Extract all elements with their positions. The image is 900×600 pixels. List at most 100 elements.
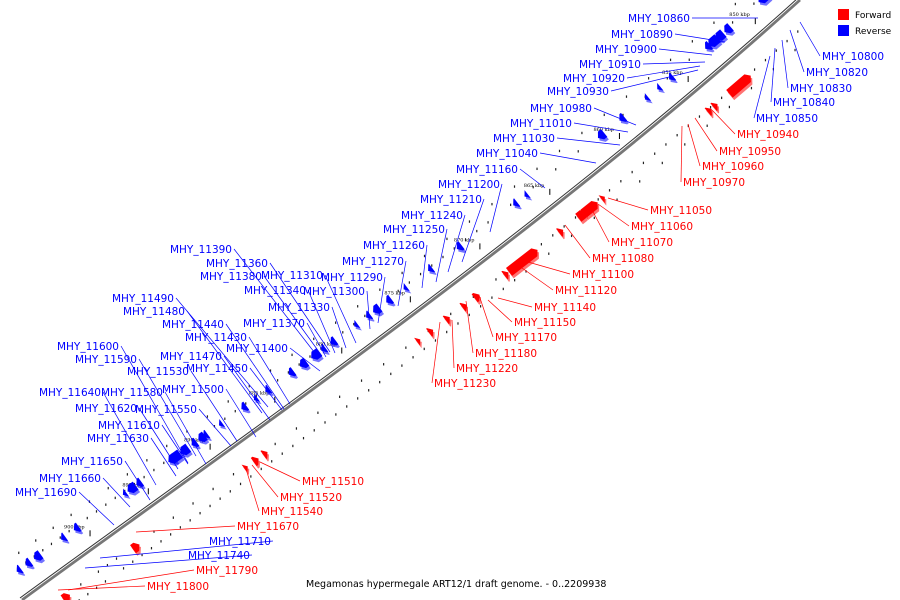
gene-dot [114,496,116,500]
gene-label: MHY_11210 [420,194,482,206]
legend-forward-label: Forward [855,11,891,21]
gene-label: MHY_10950 [719,146,781,158]
gene-dot [734,2,736,6]
gene-dot [603,113,605,117]
gene-dot [87,592,89,596]
reverse-gene-feature [122,488,130,497]
gene-dot [431,264,433,267]
gene-dot [676,133,678,137]
label-leader-line [642,61,706,65]
gene-dot [639,180,641,183]
legend-forward-swatch [838,9,849,20]
gene-dot [189,519,191,522]
gene-dot [271,460,273,463]
gene-dot [50,542,53,546]
gene-label: MHY_11250 [383,224,445,236]
gene-dot [292,444,294,448]
gene-dot [408,281,410,284]
gene-dot [277,379,279,382]
forward-gene-feature [60,593,70,600]
gene-dot [255,394,257,398]
gene-dot [581,131,583,135]
gene-label: MHY_10860 [628,13,690,25]
label-leader-line [84,554,253,569]
gene-dot [684,143,686,146]
gene-dot [199,511,201,515]
gene-dot [269,369,272,372]
gene-label: MHY_10940 [737,129,799,141]
gene-label: MHY_11600 [57,341,119,353]
gene-dot [390,372,392,376]
label-leader-line [307,289,336,354]
reverse-gene-feature [524,190,531,198]
gene-dot [625,95,628,98]
axis-tick-label: 885 kbp [249,391,270,397]
label-leader-line [564,224,591,259]
gene-dot [35,539,37,542]
gene-label: MHY_10830 [790,83,852,95]
gene-dot [192,502,194,505]
forward-gene-feature [414,337,421,346]
label-leader-line [680,125,683,183]
gene-label: MHY_11640 [39,387,101,399]
gene-dot [642,161,645,165]
gene-dot [552,234,554,237]
gene-label: MHY_11050 [650,205,712,217]
label-leader-line [626,65,701,79]
gene-dot [577,150,579,153]
gene-label: MHY_11200 [438,179,500,191]
reverse-gene-feature [403,282,410,291]
gene-dot [379,288,381,291]
label-leader-line [249,367,283,411]
gene-label: MHY_11070 [611,237,673,249]
gene-dot [706,124,708,127]
label-leader-line [306,322,327,358]
gene-dot [224,417,226,420]
gene-dot [313,337,315,341]
gene-label: MHY_11370 [243,318,305,330]
gene-dot [146,459,148,462]
legend: Forward Reverse [838,9,892,37]
gene-dot [302,436,305,440]
gene-label: MHY_11170 [495,332,557,344]
gene-dot [786,39,788,43]
label-leader-line [161,424,189,465]
gene-dot [104,580,107,583]
reverse-gene-feature [704,41,714,50]
gene-label: MHY_11800 [147,581,209,593]
forward-gene-feature [501,270,509,280]
gene-dot [698,115,701,118]
gene-dot [342,331,344,334]
gene-label: MHY_11470 [160,351,222,363]
gene-dot [423,254,426,258]
label-leader-line [138,358,197,457]
gene-label: MHY_11040 [476,148,538,160]
reverse-gene-feature [330,336,339,346]
gene-label: MHY_11670 [237,521,299,533]
reverse-gene-feature [758,0,769,4]
gene-dot [616,198,618,201]
reverse-gene-feature [386,294,395,304]
forward-gene-feature [471,293,480,303]
gene-dot [661,161,663,165]
gene-dot [219,497,221,500]
gene-label: MHY_11330 [268,302,330,314]
gene-dot [115,557,118,560]
label-leader-line [198,408,232,447]
gene-dot [143,475,145,479]
label-leader-line [478,294,494,338]
gene-dot [346,405,348,408]
gene-dot [728,105,730,109]
reverse-gene-feature [597,129,608,140]
gene-dot [287,371,289,374]
gene-label: MHY_11240 [401,210,463,222]
forward-gene-feature [250,456,259,467]
gene-dot [153,468,155,472]
label-leader-line [397,260,407,307]
label-leader-line [78,491,115,526]
gene-dot [95,586,98,590]
gene-dot [339,395,341,399]
gene-dot [250,475,252,478]
reverse-gene-feature [25,557,34,567]
gene-dot [563,225,565,228]
